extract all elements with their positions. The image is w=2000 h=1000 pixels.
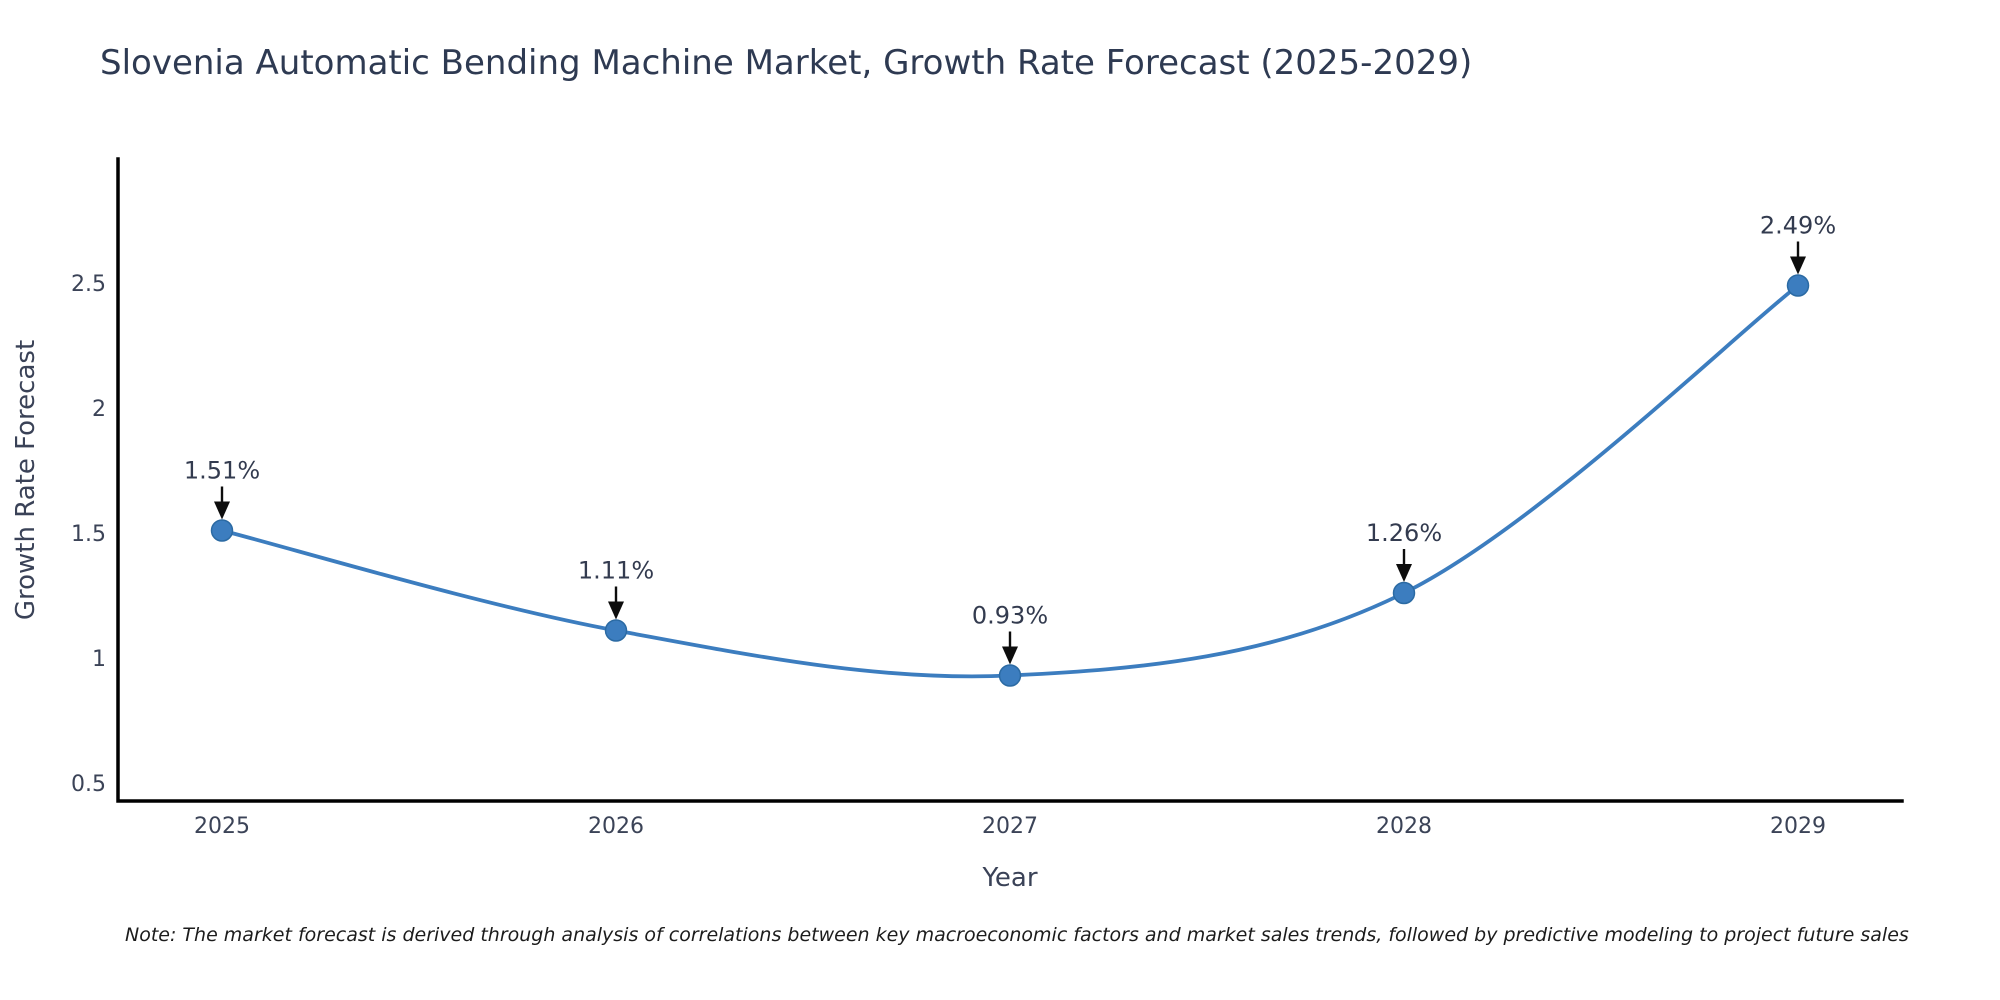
chart-title: Slovenia Automatic Bending Machine Marke… [100, 43, 1473, 83]
annotation-label: 1.51% [184, 457, 260, 485]
series-layer [210, 274, 1810, 687]
annotation-arrow-head [1396, 564, 1412, 582]
y-tick-label: 1.5 [71, 522, 106, 547]
annotations-layer: 1.51% 1.11% 0.93% 1.26% 2.49% [184, 212, 1836, 665]
annotation-arrow-head [214, 501, 230, 520]
y-tick-label: 2.5 [71, 272, 106, 297]
data-point-2026 [604, 619, 628, 642]
x-axis-title: Year [981, 863, 1037, 893]
axis-spines [116, 157, 1904, 803]
annotation-label: 0.93% [972, 602, 1048, 630]
x-tick-label: 2026 [588, 814, 644, 839]
y-tick-label: 0.5 [71, 772, 106, 797]
axes-layer: 0.5 1 1.5 2 2.5 2025 2026 2027 2028 2029 [71, 157, 1904, 839]
x-tick-label: 2027 [982, 814, 1038, 839]
y-tick-label: 2 [92, 397, 106, 422]
y-axis-title: Growth Rate Forecast [11, 340, 41, 620]
annotation-label: 1.11% [578, 557, 654, 585]
data-point-2029 [1786, 274, 1810, 297]
x-tick-label: 2025 [194, 814, 250, 839]
x-tick-label: 2029 [1770, 814, 1826, 839]
annotation-label: 2.49% [1760, 212, 1836, 240]
y-tick-label: 1 [92, 647, 106, 672]
annotation-arrow-head [1790, 256, 1806, 275]
annotation-arrow-head [608, 601, 624, 620]
data-point-2027 [998, 664, 1022, 687]
footnote: Note: The market forecast is derived thr… [125, 924, 1909, 946]
data-point-2025 [210, 519, 234, 542]
annotation-label: 1.26% [1366, 519, 1442, 547]
annotation-arrow-head [1002, 646, 1018, 665]
x-tick-label: 2028 [1376, 814, 1432, 839]
data-point-2028 [1392, 581, 1416, 605]
